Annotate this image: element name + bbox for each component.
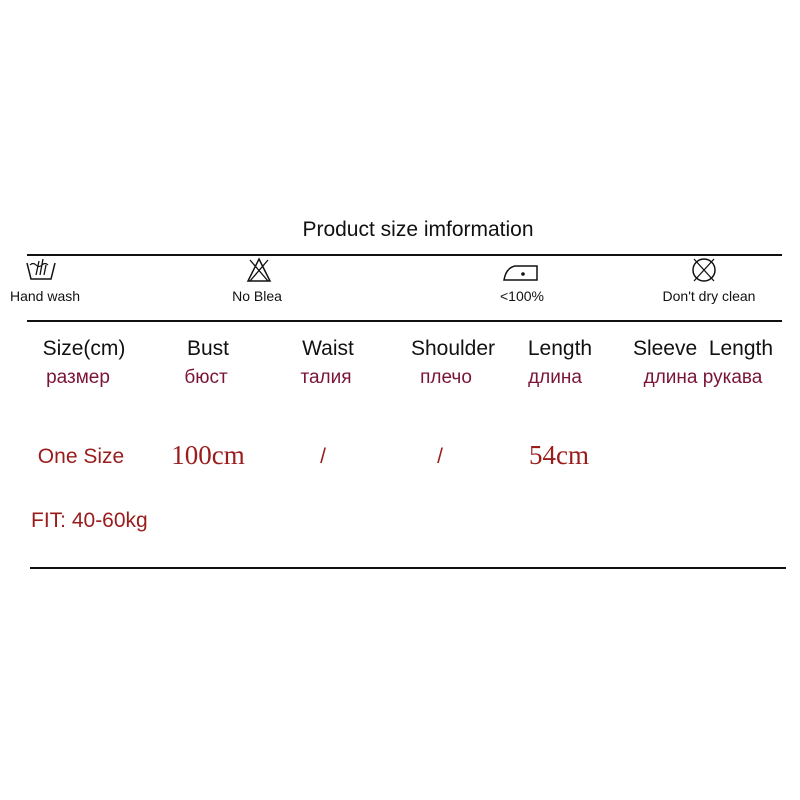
column-header-length: Length xyxy=(527,337,593,360)
column-header-length-ru: длина xyxy=(528,367,582,388)
column-header-sleeve-length: Sleeve Length xyxy=(632,337,774,360)
column-header-waist: Waist xyxy=(302,337,354,360)
column-header-shoulder-ru: плечо xyxy=(420,367,472,388)
care-label-iron: <100% xyxy=(500,288,544,304)
column-header-bust: Bust xyxy=(186,337,230,360)
hand-wash-icon xyxy=(26,258,56,280)
column-header-waist-ru: талия xyxy=(300,367,352,388)
column-header-size-ru: размер xyxy=(46,367,110,388)
column-header-bust-ru: бюст xyxy=(184,367,228,388)
no-dry-clean-icon xyxy=(692,258,716,282)
column-header-shoulder: Shoulder xyxy=(410,337,496,360)
care-label-no-dry-clean: Don't dry clean xyxy=(662,288,756,304)
column-header-size: Size(cm) xyxy=(42,337,126,360)
cell-bust: 100cm xyxy=(171,440,245,470)
cell-shoulder: / xyxy=(437,445,443,468)
column-header-sleeve-length-ru: длина рукава xyxy=(643,367,763,388)
cell-length: 54cm xyxy=(529,440,589,470)
divider-top xyxy=(27,254,782,256)
care-label-hand-wash: Hand wash xyxy=(9,288,81,304)
page-title: Product size imformation xyxy=(302,218,534,241)
divider-bottom xyxy=(30,567,786,569)
care-label-no-bleach: No Blea xyxy=(232,288,282,304)
cell-size: One Size xyxy=(37,445,125,468)
iron-icon xyxy=(503,265,538,281)
fit-weight-note: FIT: 40-60kg xyxy=(31,509,148,532)
divider-middle xyxy=(27,320,782,322)
cell-waist: / xyxy=(320,445,326,468)
no-bleach-icon xyxy=(246,257,272,282)
